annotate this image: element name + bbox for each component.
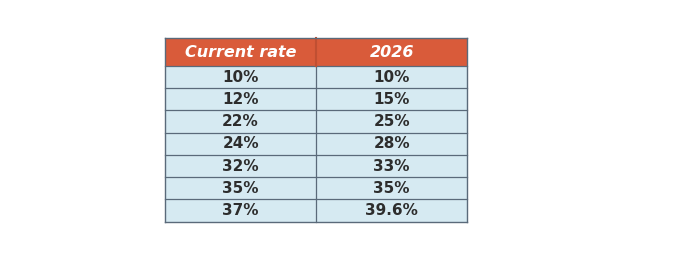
Bar <box>165 38 468 66</box>
Bar <box>316 177 468 199</box>
Text: 39.6%: 39.6% <box>365 203 418 218</box>
Bar <box>165 199 316 222</box>
Bar <box>165 66 316 88</box>
Bar <box>316 155 468 177</box>
Text: 12%: 12% <box>223 92 259 107</box>
Text: 33%: 33% <box>373 158 410 174</box>
Text: 25%: 25% <box>373 114 410 129</box>
Bar <box>316 133 468 155</box>
Text: Current rate: Current rate <box>185 45 296 60</box>
Bar <box>165 88 316 110</box>
Text: 10%: 10% <box>374 70 410 84</box>
Text: 35%: 35% <box>223 181 259 196</box>
Bar <box>165 155 316 177</box>
Bar <box>165 110 316 133</box>
Bar <box>165 133 316 155</box>
Text: 28%: 28% <box>373 136 410 151</box>
Text: 24%: 24% <box>223 136 259 151</box>
Bar <box>316 110 468 133</box>
Bar <box>316 199 468 222</box>
Text: 32%: 32% <box>223 158 259 174</box>
Text: 15%: 15% <box>374 92 410 107</box>
Bar <box>165 177 316 199</box>
Text: 22%: 22% <box>222 114 259 129</box>
Text: 35%: 35% <box>373 181 410 196</box>
Text: 2026: 2026 <box>370 45 414 60</box>
Text: 37%: 37% <box>223 203 259 218</box>
Bar <box>316 88 468 110</box>
Bar <box>316 66 468 88</box>
Text: 10%: 10% <box>223 70 259 84</box>
